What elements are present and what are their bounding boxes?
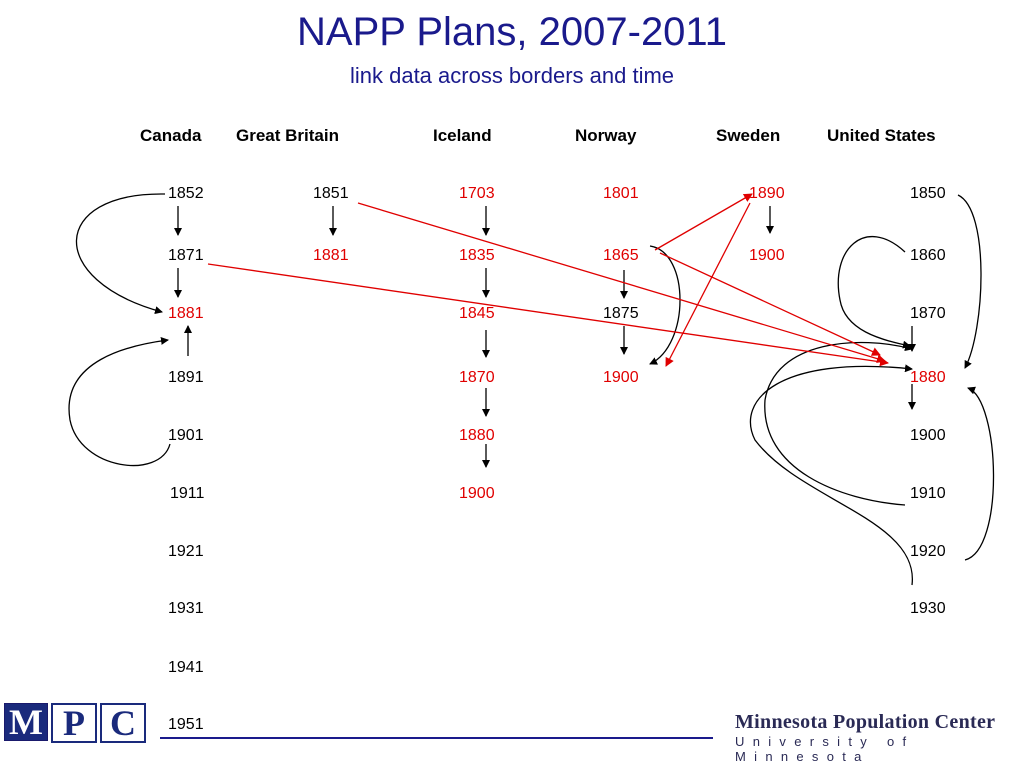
curve-us-1910-1880 — [764, 341, 913, 506]
curve-us-1920-1880 — [964, 386, 995, 561]
year-norway-1801: 1801 — [603, 185, 639, 202]
curve-us-1860-1880 — [837, 235, 911, 349]
year-us-1920: 1920 — [910, 543, 946, 560]
header-norway: Norway — [575, 126, 637, 145]
header-united-states: United States — [827, 126, 936, 145]
curve-canada-1901-1881 — [68, 336, 171, 467]
curve-canada-1852-1881 — [75, 193, 166, 315]
year-us-1930: 1930 — [910, 600, 946, 617]
year-canada-1891: 1891 — [168, 369, 204, 386]
year-us-1860: 1860 — [910, 247, 946, 264]
year-gb-1851: 1851 — [313, 185, 349, 202]
link-sweden-1890-norway-1900 — [665, 202, 751, 367]
link-norway-1865-us-1880 — [659, 252, 881, 356]
year-iceland-1880: 1880 — [459, 427, 495, 444]
year-canada-1911: 1911 — [170, 485, 205, 502]
year-canada-1881: 1881 — [168, 305, 204, 322]
year-canada-1901: 1901 — [168, 427, 204, 444]
link-canada-1871-us-1880 — [207, 263, 889, 367]
year-sweden-1890: 1890 — [749, 185, 785, 202]
year-canada-1852: 1852 — [168, 185, 204, 202]
logo-letter-p: P — [51, 703, 97, 743]
year-us-1850: 1850 — [910, 185, 946, 202]
year-iceland-1835: 1835 — [459, 247, 495, 264]
year-us-1870: 1870 — [910, 305, 946, 322]
year-canada-1951: 1951 — [168, 716, 204, 733]
year-us-1910: 1910 — [910, 485, 946, 502]
year-us-1880: 1880 — [910, 369, 946, 386]
year-norway-1875: 1875 — [603, 305, 639, 322]
year-norway-1900: 1900 — [603, 369, 639, 386]
org-subtitle: University of Minnesota — [735, 734, 915, 764]
header-sweden: Sweden — [716, 126, 781, 145]
year-gb-1881: 1881 — [313, 247, 349, 264]
year-iceland-1870: 1870 — [459, 369, 495, 386]
footer-divider — [160, 737, 713, 739]
logo-letter-c: C — [100, 703, 146, 743]
header-canada: Canada — [140, 126, 202, 145]
page-subtitle: link data across borders and time — [349, 63, 675, 88]
year-canada-1871: 1871 — [168, 247, 204, 264]
link-norway-1865-sweden-1890 — [654, 193, 753, 251]
year-iceland-1900: 1900 — [459, 485, 495, 502]
year-canada-1931: 1931 — [168, 600, 204, 617]
mpc-logo: M P C — [4, 703, 146, 743]
year-iceland-1845: 1845 — [459, 305, 495, 322]
link-gb-1851-us-1880 — [357, 202, 886, 364]
logo-letter-m: M — [4, 703, 48, 741]
year-us-1900: 1900 — [910, 427, 946, 444]
header-great-britain: Great Britain — [236, 126, 339, 145]
year-sweden-1900: 1900 — [749, 247, 785, 264]
curve-us-1930-1880 — [749, 364, 913, 586]
curve-us-1850-1880 — [957, 194, 982, 369]
page-title: NAPP Plans, 2007-2011 — [297, 10, 727, 54]
year-canada-1921: 1921 — [168, 543, 204, 560]
header-iceland: Iceland — [433, 126, 492, 145]
year-iceland-1703: 1703 — [459, 185, 495, 202]
year-canada-1941: 1941 — [168, 659, 204, 676]
year-norway-1865: 1865 — [603, 247, 639, 264]
org-name: Minnesota Population Center — [735, 711, 996, 733]
